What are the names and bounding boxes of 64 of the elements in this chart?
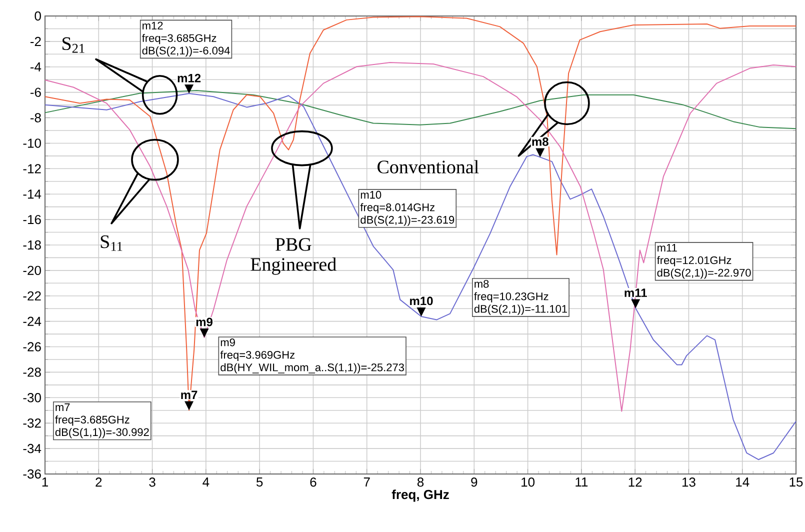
y-tick-label: -26 (23, 342, 41, 352)
annotation: m7 (181, 390, 198, 399)
y-tick-label: -20 (23, 266, 41, 276)
x-tick-label: 11 (576, 478, 588, 486)
y-tick-label: -18 (23, 240, 41, 250)
y-tick-label: -16 (23, 214, 41, 224)
x-tick-label: 9 (471, 478, 478, 487)
x-tick-label: 13 (682, 478, 696, 487)
annotation: PBG Engineered (250, 238, 336, 275)
x-tick-label: 8 (417, 478, 424, 487)
annotation: m12 (178, 74, 201, 82)
annotation: dB(S(2,1))=-11.101 (474, 304, 568, 315)
x-tick-label: 1 (42, 478, 48, 486)
x-axis-title: freq, GHz (392, 490, 449, 502)
y-tick-label: 0 (34, 11, 41, 21)
annotation: m9 (196, 318, 212, 326)
annotation: dB(S(1,1))=-30.992 (55, 428, 149, 438)
annotation: Conventional (378, 160, 479, 174)
annotation: dB(S(2,1))=-23.619 (360, 216, 454, 226)
x-tick-label: 15 (790, 478, 803, 487)
x-tick-label: 4 (202, 478, 210, 486)
line-series (44, 90, 796, 130)
y-tick-label: -30 (23, 393, 41, 402)
annotation: S$_{11}$ (100, 235, 122, 251)
annotation: freq=10.23GHz (474, 292, 548, 302)
y-tick-label: -4 (30, 62, 42, 72)
annotation: freq=12.01GHz (656, 256, 732, 266)
x-tick-label: 5 (256, 478, 263, 487)
annotation: freq=3.685GHz (55, 415, 130, 426)
y-tick-label: -24 (23, 316, 42, 326)
y-tick-label: -2 (30, 36, 41, 46)
annotation: m11 (624, 288, 647, 297)
y-tick-label: -34 (23, 444, 42, 454)
annotation: dB(HY_WIL_mom_a..S(1,1))=-25.273 (220, 363, 404, 374)
y-tick-label: -10 (23, 138, 41, 148)
text: m11 (658, 244, 677, 252)
y-tick-label: -6 (30, 88, 41, 97)
text: m8 (474, 280, 489, 288)
y-tick-label: -28 (23, 368, 41, 377)
text: m10 (360, 190, 382, 199)
y-tick-label: -32 (23, 418, 41, 428)
y-tick-label: -22 (23, 291, 41, 300)
y-tick-label: -36 (23, 469, 41, 479)
y-tick-label: -8 (30, 113, 41, 122)
y-tick-label: -14 (23, 190, 42, 199)
annotation: freq=8.014GHz (360, 203, 435, 214)
annotation: m10 (410, 296, 433, 306)
x-tick-label: 12 (628, 478, 642, 487)
x-tick-label: 3 (149, 478, 156, 487)
annotation: m8 (532, 137, 548, 146)
annotation: S$_{21}$ (62, 37, 84, 53)
x-tick-label: 7 (364, 478, 370, 486)
text: m12 (142, 22, 163, 30)
annotation: dB(S(2,1))=-6.094 (142, 46, 230, 57)
x-tick-label: 10 (522, 478, 535, 487)
annotation: freq=3.685GHz (142, 34, 216, 44)
x-tick-label: 2 (96, 478, 102, 487)
y-tick-label: -12 (23, 164, 41, 174)
annotation: dB(S(2,1))=-22.970 (657, 268, 751, 279)
text: m7 (56, 403, 70, 411)
text: m9 (220, 338, 235, 346)
x-tick-label: 14 (736, 478, 750, 486)
x-tick-label: 6 (310, 478, 316, 487)
annotation: freq=3.969GHz (220, 350, 295, 361)
